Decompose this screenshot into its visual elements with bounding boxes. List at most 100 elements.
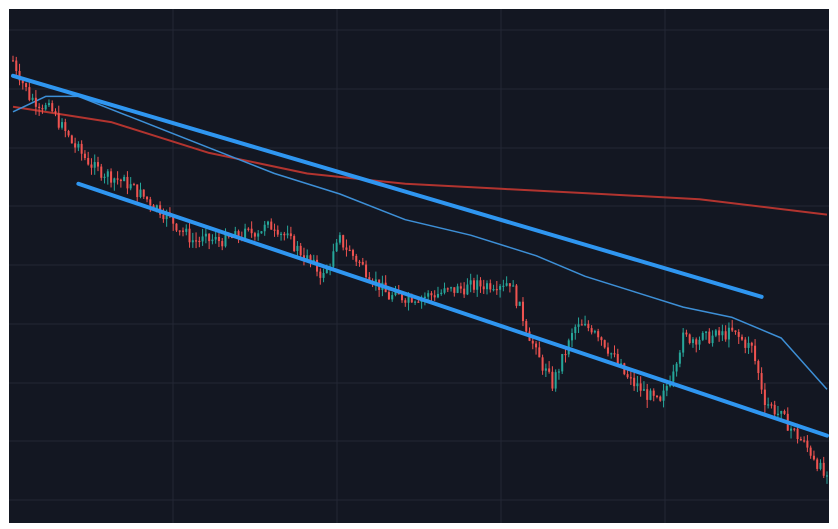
- candle-body: [518, 301, 521, 306]
- candle: [727, 322, 730, 348]
- candle: [551, 366, 554, 391]
- candle: [414, 300, 417, 306]
- candle: [286, 225, 289, 239]
- candle-body: [423, 296, 426, 299]
- candle-body: [25, 83, 28, 88]
- candle: [740, 334, 744, 341]
- candle-body: [620, 363, 623, 365]
- channel-line[interactable]: [11, 73, 764, 299]
- candle-body: [783, 411, 786, 414]
- candle-body: [436, 293, 439, 298]
- candle: [90, 158, 93, 175]
- candle: [440, 289, 443, 296]
- candle: [806, 435, 809, 453]
- candle: [538, 341, 541, 358]
- candle: [803, 436, 806, 443]
- candle-body: [600, 337, 603, 341]
- candle-body: [691, 339, 694, 343]
- candle: [299, 242, 302, 258]
- candle-body: [374, 279, 377, 284]
- candle-body: [96, 162, 100, 167]
- candle: [577, 317, 580, 334]
- candle: [825, 471, 829, 484]
- candle-body: [15, 60, 18, 72]
- candle-body: [51, 103, 54, 112]
- candle: [773, 400, 776, 418]
- moving-average-line: [12, 105, 828, 216]
- candle-body: [64, 122, 67, 131]
- candle-body: [649, 390, 652, 400]
- candle-body: [606, 347, 609, 354]
- candle: [682, 328, 685, 357]
- candle: [770, 402, 773, 409]
- candle-body: [132, 184, 135, 186]
- candle: [600, 336, 603, 346]
- candle: [754, 339, 757, 365]
- candle-body: [698, 339, 701, 345]
- candle-body: [763, 389, 766, 405]
- candle: [518, 301, 521, 307]
- candle-body: [727, 327, 730, 340]
- candle: [633, 372, 636, 391]
- candle-body: [54, 111, 57, 114]
- candle: [763, 383, 766, 413]
- candle-body: [335, 242, 338, 252]
- candle-body: [721, 331, 724, 336]
- candle: [790, 426, 793, 439]
- candle-body: [77, 143, 80, 148]
- candle-body: [214, 236, 217, 240]
- candle-body: [237, 231, 240, 238]
- candle-body: [47, 103, 50, 106]
- candle: [466, 278, 469, 296]
- channel-line[interactable]: [76, 181, 829, 438]
- candle: [365, 260, 368, 281]
- candle: [41, 104, 44, 114]
- candle-body: [93, 162, 96, 168]
- candle: [499, 284, 502, 298]
- candle-body: [773, 404, 776, 415]
- candle: [31, 93, 34, 102]
- candle-body: [799, 439, 802, 441]
- candle: [47, 99, 50, 108]
- candle-body: [803, 440, 806, 442]
- candle-body: [646, 389, 649, 400]
- candle-body: [286, 233, 289, 236]
- candle-body: [332, 251, 335, 267]
- candle-body: [270, 221, 273, 230]
- candle: [639, 376, 642, 397]
- candle-body: [819, 462, 822, 469]
- candle: [430, 291, 433, 302]
- candle: [361, 257, 364, 266]
- candle: [335, 239, 338, 253]
- candle-body: [469, 280, 472, 285]
- candle: [659, 395, 662, 402]
- candle-body: [293, 236, 296, 251]
- candle-body: [322, 273, 325, 278]
- candle-body: [394, 290, 397, 296]
- candle: [185, 224, 188, 236]
- candle: [809, 445, 812, 459]
- candle-body: [574, 326, 577, 334]
- candle-body: [508, 283, 511, 287]
- candle-body: [368, 277, 371, 281]
- candle: [110, 168, 113, 188]
- candle: [655, 395, 659, 399]
- candle-body: [283, 233, 286, 236]
- candle: [198, 236, 201, 248]
- candle: [698, 336, 701, 351]
- candle: [705, 330, 708, 340]
- candle-body: [70, 135, 73, 144]
- candle: [276, 225, 279, 237]
- candle-body: [338, 235, 341, 243]
- candle: [744, 337, 747, 354]
- candle-body: [744, 339, 747, 348]
- candle-body: [577, 324, 580, 327]
- candle-body: [217, 236, 220, 242]
- candle-body: [816, 459, 819, 469]
- candle: [319, 268, 322, 285]
- candle: [266, 220, 270, 229]
- candle-body: [472, 280, 475, 290]
- candle: [123, 174, 126, 182]
- candle: [521, 297, 524, 327]
